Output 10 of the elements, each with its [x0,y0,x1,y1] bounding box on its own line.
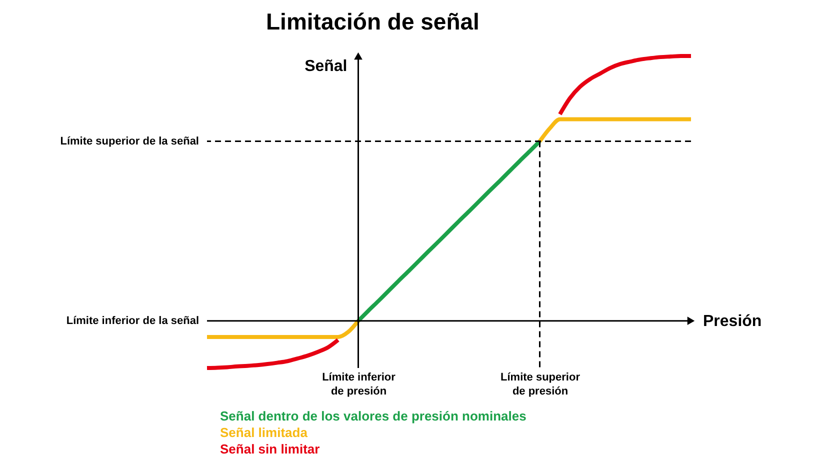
x-tick-label: Límite inferior de presión [322,372,396,398]
x-axis-title: Presión [703,312,762,330]
x-tick-label: Límite superior de presión [500,372,581,398]
chart-title: Limitación de señal [266,8,480,34]
text: Señal dentro de los valores de presión nominales [220,408,526,424]
y-axis-title: Señal [304,58,348,75]
ref-line-label: Límite superior de la señal [60,135,199,148]
text: Señal sin limitar [220,442,320,456]
text: Señal limitada [220,425,308,440]
ref-line-label: Límite inferior de la señal [66,314,199,327]
